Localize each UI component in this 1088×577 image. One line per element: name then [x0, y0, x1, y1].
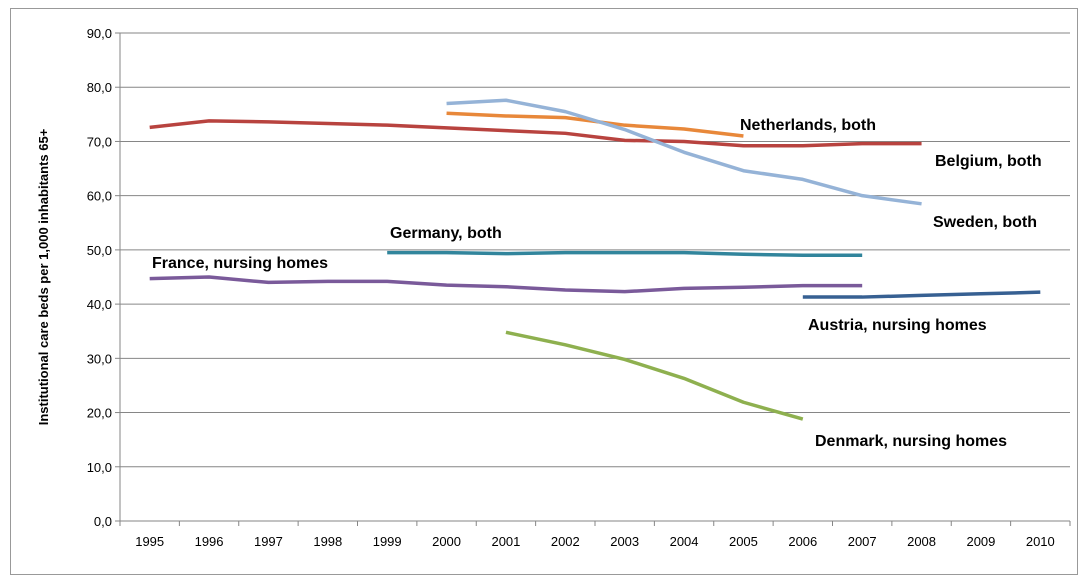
- series-label: Netherlands, both: [740, 117, 876, 134]
- y-tick-label: 50,0: [87, 243, 112, 258]
- x-tick-label: 2002: [551, 534, 580, 549]
- series-line: [387, 250, 863, 258]
- x-tick-label: 2007: [848, 534, 877, 549]
- y-tick-label: 20,0: [87, 406, 112, 421]
- x-tick-label: 1997: [254, 534, 283, 549]
- series-line: [446, 111, 744, 138]
- x-tick-label: 1999: [373, 534, 402, 549]
- series-label: Sweden, both: [933, 214, 1037, 231]
- x-tick-label: 1995: [135, 534, 164, 549]
- series-line: [446, 98, 922, 206]
- x-tick-label: 2000: [432, 534, 461, 549]
- x-tick-label: 1996: [195, 534, 224, 549]
- series-label: Belgium, both: [935, 153, 1042, 170]
- y-tick-label: 90,0: [87, 26, 112, 41]
- x-tick-label: 2008: [907, 534, 936, 549]
- series-label: Denmark, nursing homes: [815, 433, 1007, 450]
- series-label: Austria, nursing homes: [808, 317, 987, 334]
- series-label: France, nursing homes: [152, 255, 328, 272]
- y-tick-label: 70,0: [87, 134, 112, 149]
- y-tick-label: 0,0: [94, 514, 112, 529]
- series-line: [802, 290, 1041, 299]
- x-tick-label: 2005: [729, 534, 758, 549]
- series-line: [149, 275, 863, 294]
- series-line: [149, 119, 922, 148]
- x-tick-label: 2010: [1026, 534, 1055, 549]
- y-tick-label: 30,0: [87, 351, 112, 366]
- y-tick-label: 10,0: [87, 460, 112, 475]
- x-tick-label: 2003: [610, 534, 639, 549]
- y-axis-label: Institutional care beds per 1,000 inhabi…: [36, 128, 51, 425]
- x-tick-label: 2006: [788, 534, 817, 549]
- y-tick-label: 60,0: [87, 189, 112, 204]
- chart-frame: [10, 8, 1078, 575]
- y-tick-label: 40,0: [87, 297, 112, 312]
- x-tick-label: 2004: [670, 534, 699, 549]
- y-tick-label: 80,0: [87, 80, 112, 95]
- x-tick-label: 2009: [966, 534, 995, 549]
- x-tick-label: 1998: [313, 534, 342, 549]
- x-tick-label: 2001: [491, 534, 520, 549]
- series-label: Germany, both: [390, 225, 502, 242]
- series-line: [505, 330, 804, 421]
